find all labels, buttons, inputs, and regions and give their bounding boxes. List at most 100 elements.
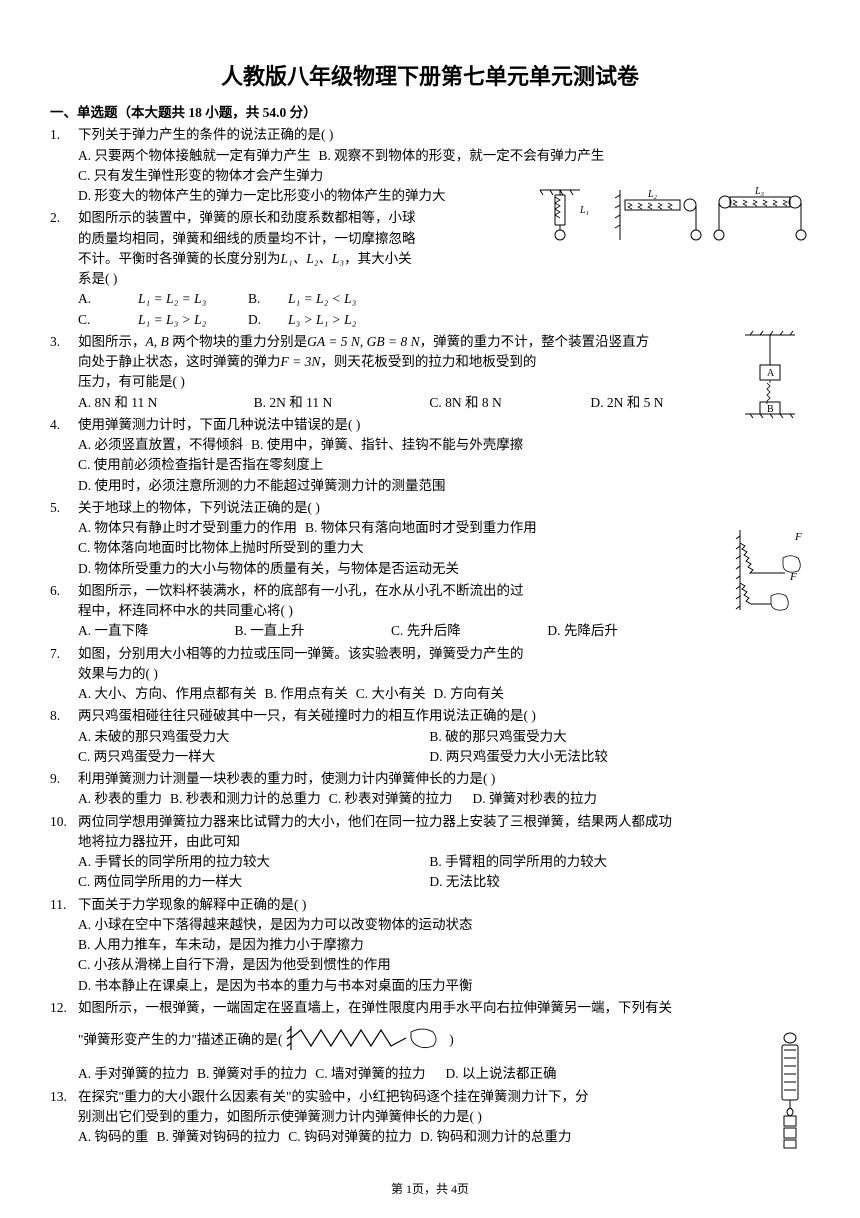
q13-figure [770,1030,810,1150]
q2-A: A. [78,289,138,309]
q2-Ceq: L₁ = L₃ > L₂ [138,310,248,330]
q3-figure: A B [740,330,800,420]
q11-B: B. 人用力推车，车未动，是因为推力小于摩擦力 [78,935,810,955]
question-7: 7. 如图，分别用大小相等的力拉或压同一弹簧。该实验表明，弹簧受力产生的 效果与… [50,644,810,705]
q13-stem1: 在探究"重力的大小跟什么因素有关"的实验中，小红把钩码逐个挂在弹簧测力计下，分 [78,1087,750,1107]
q2-C: C. [78,310,138,330]
question-13: 13. 在探究"重力的大小跟什么因素有关"的实验中，小红把钩码逐个挂在弹簧测力计… [50,1087,810,1148]
q5-C: C. 物体落向地面时比物体上抛时所受到的重力大 [78,538,810,558]
q5-D: D. 物体所受重力的大小与物体的质量有关，与物体是否运动无关 [78,559,810,579]
q7-num: 7. [50,644,78,705]
q9-A: A. 秒表的重力 [78,789,162,809]
q6-D: D. 先降后升 [547,621,703,641]
q1-optA: A. 只要两个物体接触就一定有弹力产生 [78,146,311,166]
q2-Beq: L₁ = L₂ < L₃ [288,289,356,309]
q2-stem3b: ，其大小关 [344,251,412,266]
q13-num: 13. [50,1087,78,1148]
q6-stem1: 如图所示，一饮料杯装满水，杯的底部有一小孔，在水从小孔不断流出的过 [78,581,730,601]
question-9: 9. 利用弹簧测力计测量一块秒表的重力时，使测力计内弹簧伸长的力是( ) A. … [50,769,810,810]
q6-figure: F F [735,528,810,613]
q3-stem1b: 两个物块的重力分别是 [169,334,307,349]
q7-stem2: 效果与力的( ) [78,664,730,684]
q10-A: A. 手臂长的同学所用的拉力较大 [78,852,429,872]
question-6: 6. 如图所示，一饮料杯装满水，杯的底部有一小孔，在水从小孔不断流出的过 程中，… [50,581,810,642]
q1-num: 1. [50,125,78,206]
q2-stem2: 的质量均相同，弹簧和细线的质量均不计，一切摩擦忽略 [78,229,520,249]
page-title: 人教版八年级物理下册第七单元单元测试卷 [50,60,810,93]
q10-C: C. 两位同学所用的力一样大 [78,872,429,892]
q10-stem1: 两位同学想用弹簧拉力器来比试臂力的大小，他们在同一拉力器上安装了三根弹簧，结果两… [78,812,810,832]
q7-stem1: 如图，分别用大小相等的力拉或压同一弹簧。该实验表明，弹簧受力产生的 [78,644,730,664]
page-footer: 第 1页，共 4页 [0,1180,860,1198]
q7-D: D. 方向有关 [434,684,505,704]
q9-D: D. 弹簧对秒表的拉力 [473,789,598,809]
q2-stem3: 不计。平衡时各弹簧的长度分别为 [78,251,281,266]
q4-num: 4. [50,415,78,496]
svg-text:L₃: L₃ [754,186,765,197]
q11-stem: 下面关于力学现象的解释中正确的是( ) [78,895,810,915]
q9-C: C. 秒表对弹簧的拉力 [329,789,453,809]
q2-Aeq: L₁ = L₂ = L₃ [138,289,248,309]
q2-D: D. [248,310,288,330]
q12-B: B. 弹簧对手的拉力 [197,1064,307,1084]
q12-A: A. 手对弹簧的拉力 [78,1064,189,1084]
q8-A: A. 未破的那只鸡蛋受力大 [78,727,429,747]
q1-optB: B. 观察不到物体的形变，就一定不会有弹力产生 [319,146,605,166]
q5-B: B. 物体只有落向地面时才受到重力作用 [305,518,537,538]
q3-stem2: 向处于静止状态，这时弹簧的弹力 [78,354,281,369]
q3-optC: C. 8N 和 8 N [429,393,590,413]
q2-Deq: L₃ > L₁ > L₂ [288,310,356,330]
question-12: 12. 如图所示，一根弹簧，一端固定在竖直墙上，在弹性限度内用手水平向右拉伸弹簧… [50,998,810,1085]
q10-stem2: 地将拉力器拉开，由此可知 [78,832,810,852]
q3-num: 3. [50,332,78,413]
q10-num: 10. [50,812,78,893]
q5-A: A. 物体只有静止时才受到重力的作用 [78,518,297,538]
q6-B: B. 一直上升 [234,621,390,641]
q1-optC: C. 只有发生弹性形变的物体才会产生弹力 [78,166,810,186]
q6-A: A. 一直下降 [78,621,234,641]
q3-F: F = 3N [281,354,321,369]
q5-num: 5. [50,498,78,579]
svg-text:B: B [767,404,774,415]
q8-num: 8. [50,706,78,767]
q13-stem2: 别测出它们受到的重力，如图所示使弹簧测力计内弹簧伸长的力是( ) [78,1107,750,1127]
q1-stem: 下列关于弹力产生的条件的说法正确的是( ) [78,125,810,145]
q8-C: C. 两只鸡蛋受力一样大 [78,747,429,767]
q2-stem4: 系是( ) [78,269,520,289]
q10-D: D. 无法比较 [429,872,780,892]
q13-D: D. 钩码和测力计的总重力 [420,1127,572,1147]
q3-stem1c: ，弹簧的重力不计，整个装置沿竖直方 [420,334,650,349]
svg-text:F: F [794,531,802,543]
q6-num: 6. [50,581,78,642]
svg-text:F: F [789,571,797,583]
q12-D: D. 以上说法都正确 [446,1064,557,1084]
q11-num: 11. [50,895,78,996]
q2-num: 2. [50,208,78,330]
question-3: 3. 如图所示，A, B 两个物块的重力分别是GA = 5 N, GB = 8 … [50,332,810,413]
q2-figure: L₁ L₂ L₃ [530,185,810,255]
q9-stem: 利用弹簧测力计测量一块秒表的重力时，使测力计内弹簧伸长的力是( ) [78,769,810,789]
q10-B: B. 手臂粗的同学所用的力较大 [429,852,780,872]
q12-figure [286,1024,446,1058]
q11-C: C. 小孩从滑梯上自行下滑，是因为他受到惯性的作用 [78,955,810,975]
svg-text:L₂: L₂ [647,189,658,200]
question-4: 4. 使用弹簧测力计时，下面几种说法中错误的是( ) A. 必须竖直放置，不得倾… [50,415,810,496]
q6-C: C. 先升后降 [391,621,547,641]
q2-stem1: 如图所示的装置中，弹簧的原长和劲度系数都相等，小球 [78,208,520,228]
question-11: 11. 下面关于力学现象的解释中正确的是( ) A. 小球在空中下落得越来越快，… [50,895,810,996]
q7-B: B. 作用点有关 [265,684,348,704]
q12-num: 12. [50,998,78,1085]
q13-B: B. 弹簧对钩码的拉力 [157,1127,281,1147]
svg-text:L₁: L₁ [579,205,589,216]
q3-optD: D. 2N 和 5 N [590,393,663,413]
q5-stem: 关于地球上的物体，下列说法正确的是( ) [78,498,810,518]
q12-stem1: 如图所示，一根弹簧，一端固定在竖直墙上，在弹性限度内用手水平向右拉伸弹簧另一端，… [78,998,810,1018]
q9-B: B. 秒表和测力计的总重力 [170,789,321,809]
q4-stem: 使用弹簧测力计时，下面几种说法中错误的是( ) [78,415,810,435]
q9-num: 9. [50,769,78,810]
q11-D: D. 书本静止在课桌上，是因为书本的重力与书本对桌面的压力平衡 [78,976,810,996]
question-10: 10. 两位同学想用弹簧拉力器来比试臂力的大小，他们在同一拉力器上安装了三根弹簧… [50,812,810,893]
q2-B: B. [248,289,288,309]
q3-AB: A, B [146,334,169,349]
q3-stem3: 压力，有可能是( ) [78,372,810,392]
